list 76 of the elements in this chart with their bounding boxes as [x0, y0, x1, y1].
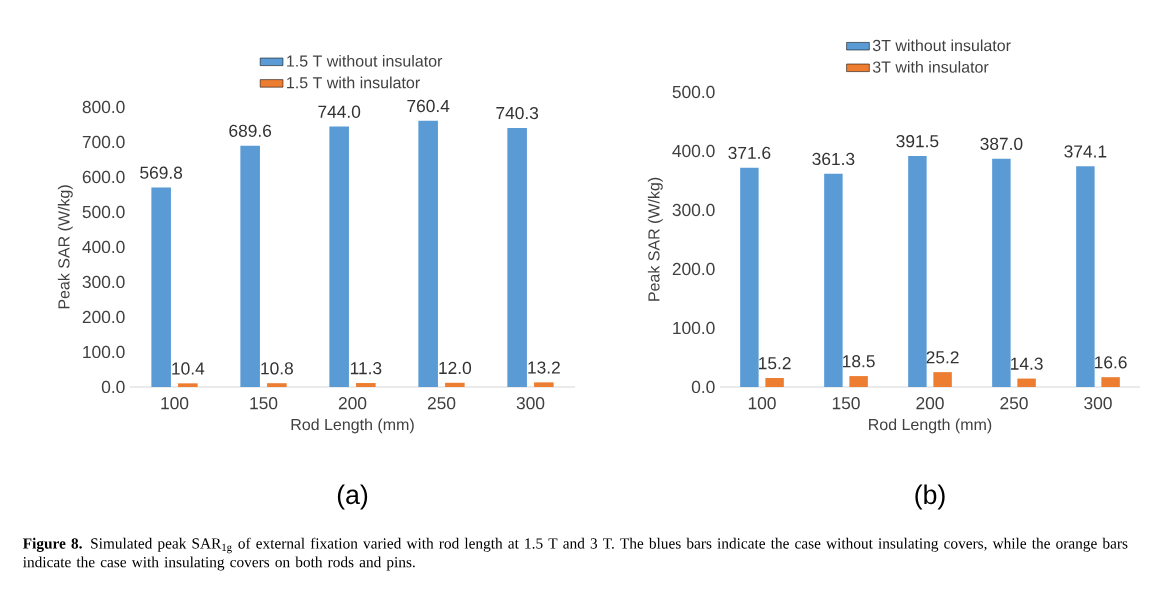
y-tick-label: 700.0	[82, 135, 125, 149]
data-label: 744.0	[318, 105, 361, 118]
x-tick-label: 200	[338, 397, 367, 410]
bar	[849, 376, 868, 387]
y-tick-label: 200.0	[82, 310, 125, 324]
data-label: 740.3	[496, 106, 539, 120]
y-tick-label: 0.0	[691, 380, 715, 394]
bar	[908, 156, 927, 387]
y-tick-label: 500.0	[672, 85, 715, 99]
data-label: 361.3	[812, 152, 855, 166]
x-tick-label: 100	[161, 397, 189, 410]
data-label: 689.6	[229, 124, 272, 137]
data-label: 371.6	[728, 146, 771, 160]
data-label: 760.4	[407, 99, 450, 113]
y-tick-label: 600.0	[82, 170, 125, 184]
x-tick-label: 300	[516, 397, 545, 410]
bar	[151, 187, 171, 387]
bar	[1017, 378, 1036, 387]
x-tick-label: 150	[250, 397, 278, 410]
x-tick-label: 100	[748, 397, 776, 410]
bar	[992, 158, 1011, 387]
data-label: 10.8	[261, 362, 293, 375]
legend-label: 1.5 T with insulator	[287, 76, 420, 89]
bar	[1076, 166, 1095, 387]
bar	[356, 383, 376, 387]
bar	[824, 173, 843, 387]
bar	[765, 378, 784, 387]
bar	[740, 167, 759, 387]
y-tick-label: 300.0	[82, 275, 125, 289]
y-tick-label: 100.0	[83, 345, 125, 359]
data-label: 374.1	[1064, 145, 1107, 158]
text: Figure 8. Simulated peak SAR$_{1g}$ of external fixation varied with rod length at 1.5 T and 3 T. The blues bars indicate the case without insulating covers, while the orange bars indicate the case with insulating covers on both rods and pins.	[22, 537, 1128, 571]
data-label: 10.4	[172, 362, 205, 375]
bar	[507, 127, 527, 387]
bar	[933, 372, 952, 387]
x-tick-label: 150	[832, 397, 860, 410]
y-tick-label: 200.0	[672, 262, 715, 276]
text: (b)	[915, 484, 945, 510]
bar	[329, 126, 349, 387]
legend-label: 3T without insulator	[872, 39, 1011, 52]
bar	[240, 145, 260, 387]
bar	[178, 383, 198, 387]
data-label: 12.0	[439, 361, 472, 375]
text: (a)	[337, 484, 368, 510]
y-tick-label: 0.0	[101, 380, 125, 394]
data-label: 11.3	[350, 362, 382, 375]
x-tick-label: 300	[1084, 397, 1112, 410]
y-axis-title: Peak SAR (W/kg)	[57, 185, 73, 309]
y-axis-title: Peak SAR (W/kg)	[647, 177, 663, 301]
bar	[267, 383, 287, 387]
y-tick-label: 300.0	[672, 203, 715, 217]
bar	[1101, 377, 1120, 387]
x-tick-label: 250	[427, 397, 456, 410]
data-label: 25.2	[926, 351, 959, 364]
bar	[534, 382, 554, 387]
y-tick-label: 400.0	[82, 240, 125, 254]
data-label: 14.3	[1011, 357, 1043, 370]
x-tick-label: 250	[1000, 397, 1028, 410]
y-tick-label: 500.0	[82, 205, 125, 219]
y-tick-label: 800.0	[82, 100, 125, 114]
x-tick-label: 200	[916, 397, 944, 410]
legend-label: 3T with insulator	[872, 61, 989, 73]
data-label: 16.6	[1095, 356, 1127, 369]
data-label: 13.2	[528, 361, 560, 374]
bar	[445, 382, 465, 387]
data-label: 18.5	[843, 355, 875, 368]
data-label: 569.8	[140, 166, 183, 179]
legend-label: 1.5 T without insulator	[287, 55, 443, 67]
y-tick-label: 100.0	[673, 321, 715, 335]
data-label: 387.0	[980, 137, 1023, 150]
data-label: 15.2	[759, 357, 791, 370]
data-label: 391.5	[896, 135, 939, 148]
y-tick-label: 400.0	[672, 144, 715, 158]
x-axis-title: Rod Length (mm)	[869, 418, 992, 434]
bar	[418, 120, 438, 387]
x-axis-title: Rod Length (mm)	[291, 418, 414, 434]
